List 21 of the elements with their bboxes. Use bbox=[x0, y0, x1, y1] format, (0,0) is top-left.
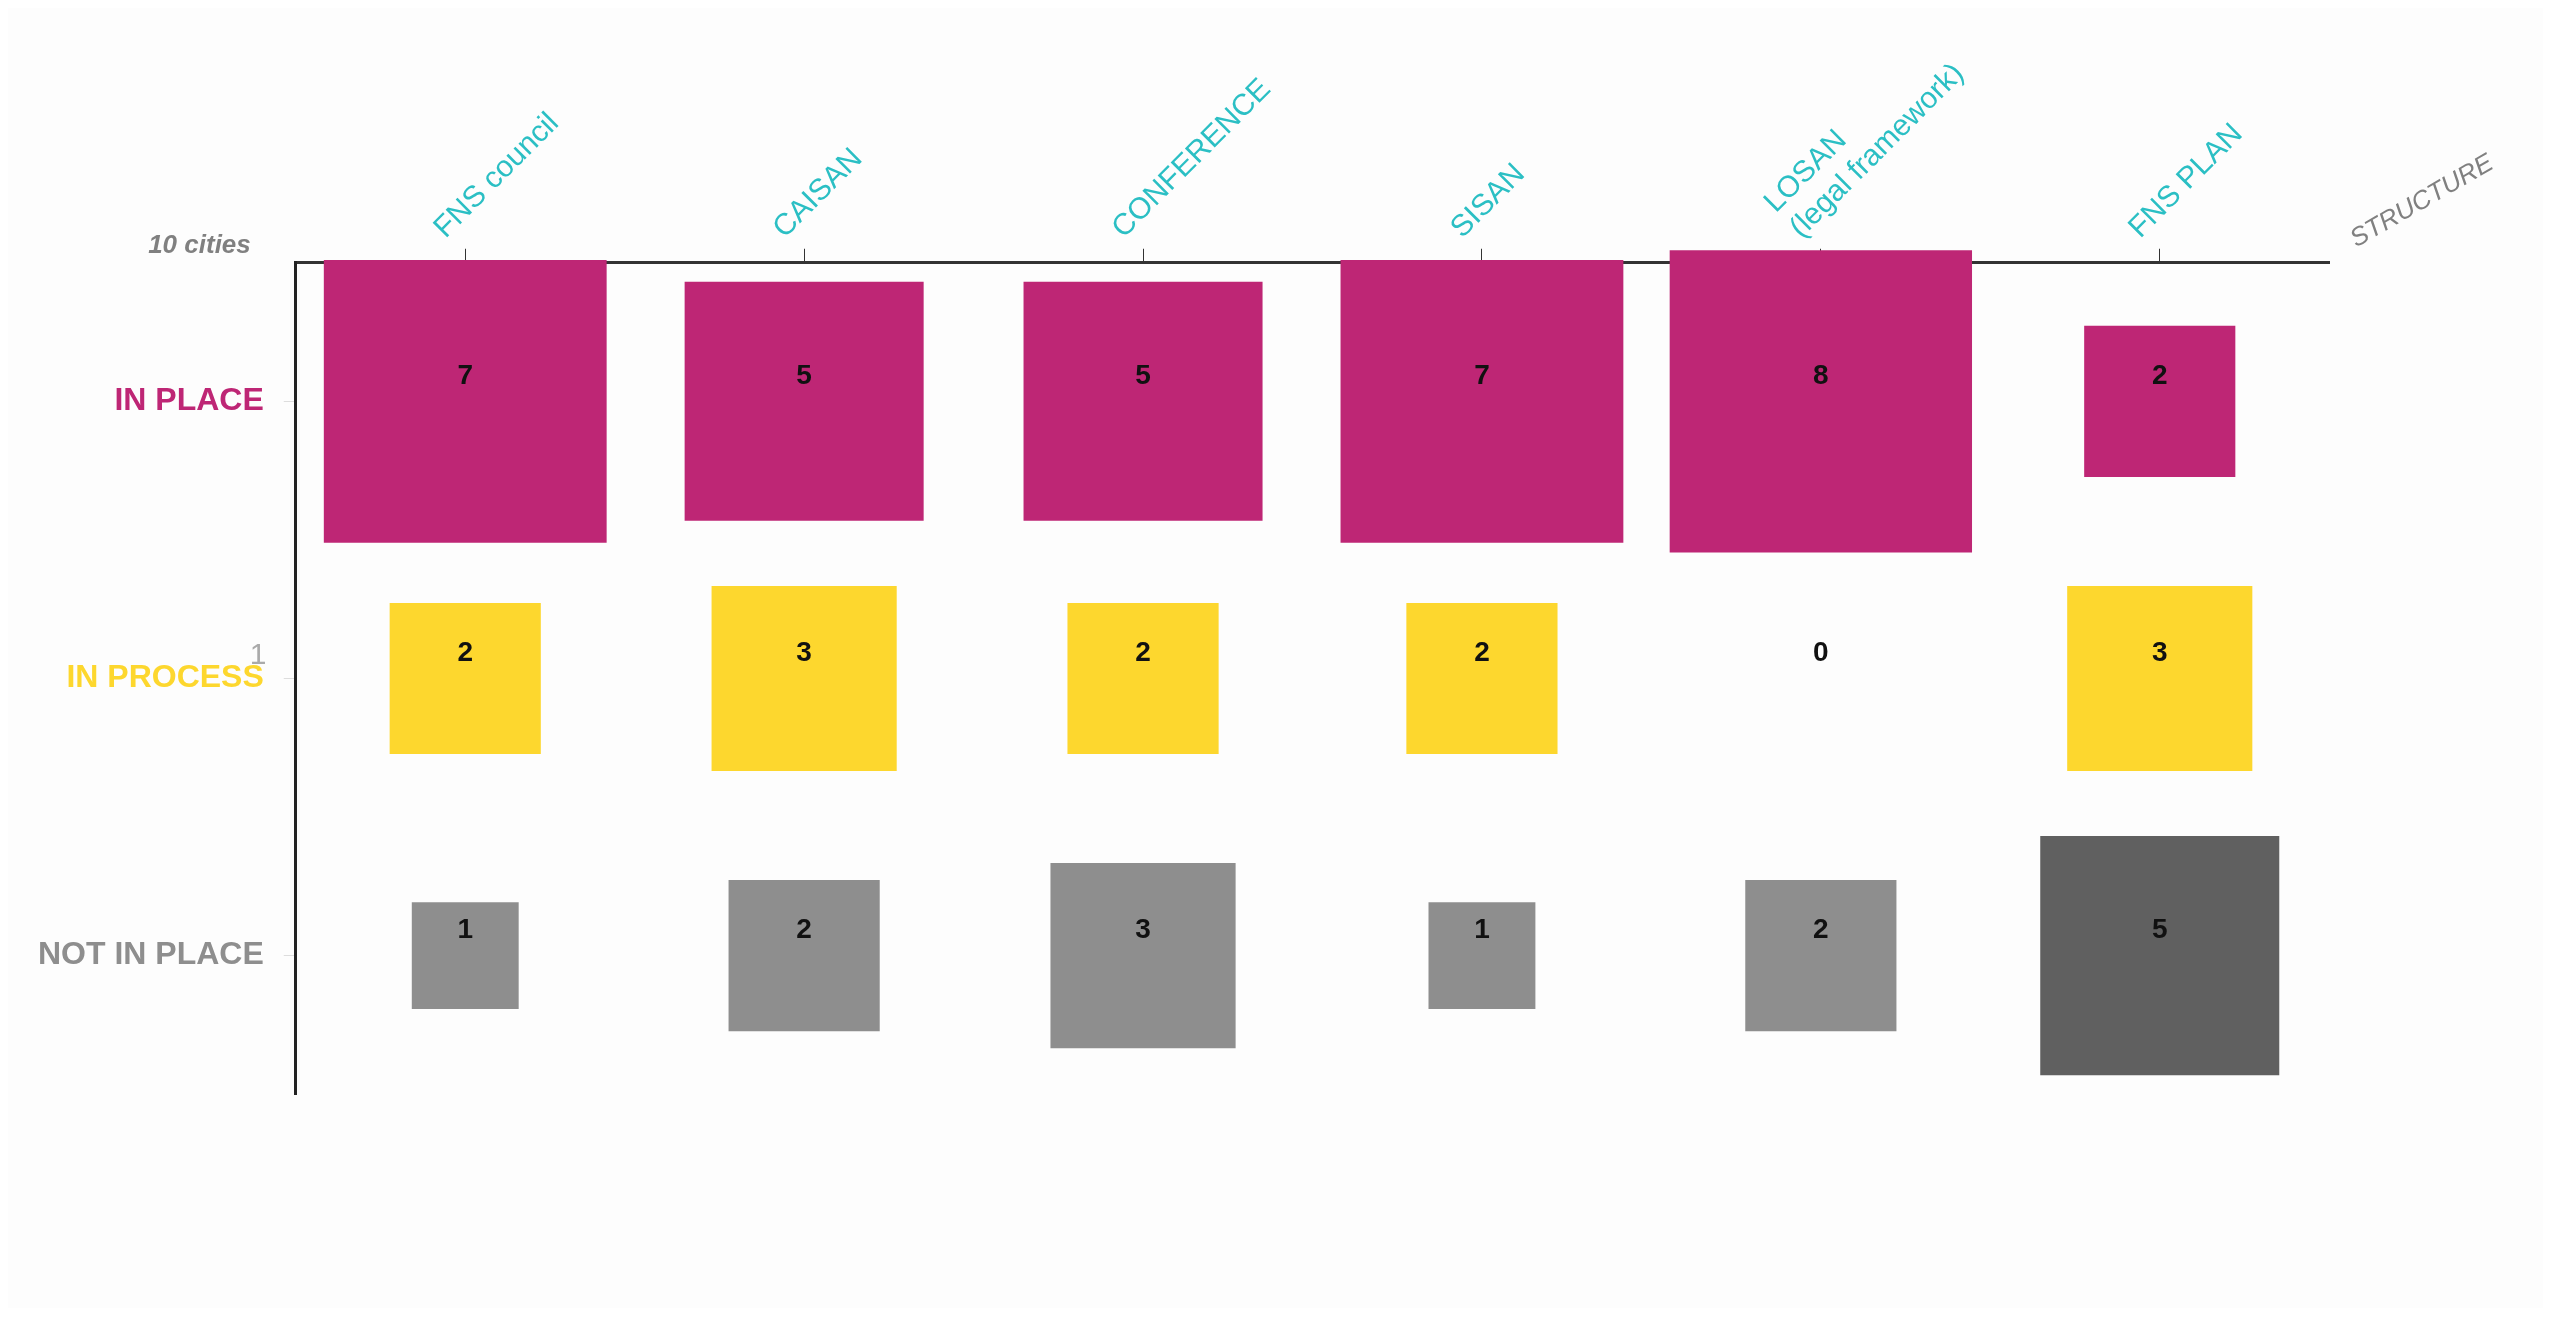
data-label: 2 bbox=[1135, 636, 1151, 668]
data-label: 7 bbox=[1474, 359, 1490, 391]
data-label: 2 bbox=[796, 913, 812, 945]
data-label: 3 bbox=[796, 636, 812, 668]
data-label: 7 bbox=[457, 359, 474, 391]
data-label: 0 bbox=[1813, 636, 1829, 668]
y-tick-label: IN PLACE bbox=[114, 381, 264, 418]
data-label: 8 bbox=[1813, 359, 1829, 391]
data-label: 2 bbox=[2151, 359, 2168, 391]
data-label: 5 bbox=[2151, 913, 2168, 945]
data-label: 1 bbox=[1474, 913, 1490, 945]
y-axis-title: 10 cities bbox=[148, 228, 251, 259]
data-label: 3 bbox=[1135, 913, 1151, 945]
data-label: 2 bbox=[1813, 913, 1829, 945]
data-label: 2 bbox=[1474, 636, 1490, 668]
data-label: 5 bbox=[1135, 359, 1151, 391]
y-tick-label: NOT IN PLACE bbox=[38, 935, 264, 972]
data-label: 1 bbox=[457, 913, 474, 945]
data-label: 2 bbox=[457, 636, 474, 668]
data-label: 5 bbox=[796, 359, 812, 391]
data-label: 3 bbox=[2151, 636, 2168, 668]
